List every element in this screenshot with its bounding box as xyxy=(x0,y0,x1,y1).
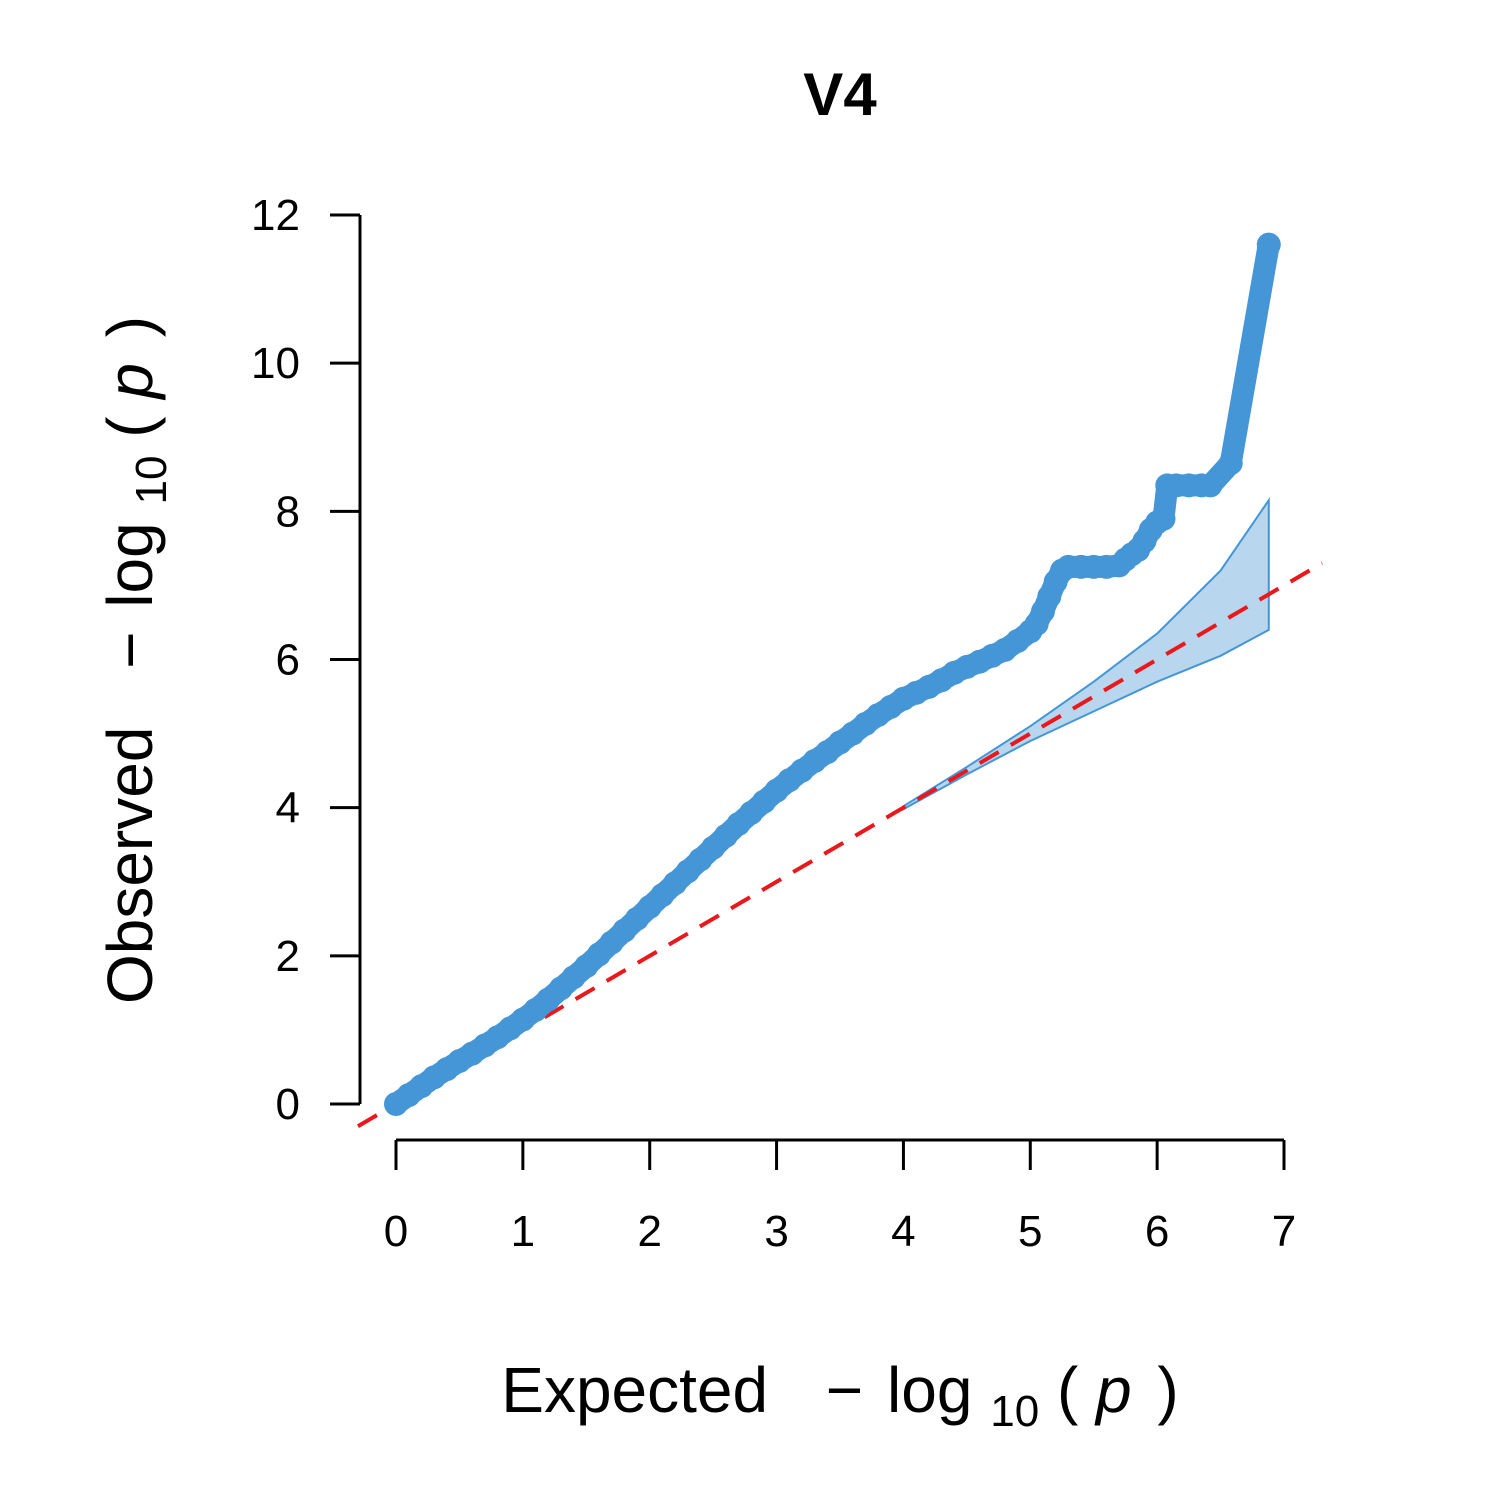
x-axis-title: Expected − log 10 ( p ) xyxy=(501,1354,1178,1440)
confidence-band xyxy=(902,496,1270,811)
data-point xyxy=(1218,451,1243,476)
x-tick-label: 7 xyxy=(1272,1207,1296,1256)
y-axis-title-close: ) xyxy=(94,316,166,337)
data-point xyxy=(1151,506,1176,531)
data-point xyxy=(1198,473,1223,498)
y-tick-label: 2 xyxy=(276,932,300,981)
x-axis-title-open: ( xyxy=(1057,1354,1078,1426)
y-tick-label: 4 xyxy=(276,784,300,833)
x-axis-title-base: 10 xyxy=(990,1387,1039,1436)
x-tick-label: 1 xyxy=(511,1207,535,1256)
chart-title: V4 xyxy=(803,61,877,128)
y-axis-title-open: ( xyxy=(94,416,166,437)
y-axis-title-log: log xyxy=(94,522,166,607)
x-tick-label: 5 xyxy=(1018,1207,1042,1256)
x-tick-label: 2 xyxy=(637,1207,661,1256)
x-axis-title-var: p xyxy=(1094,1354,1132,1426)
y-tick-label: 12 xyxy=(251,191,300,240)
x-tick-label: 4 xyxy=(891,1207,915,1256)
y-axis-title-prefix: Observed xyxy=(94,727,166,1004)
x-axis-title-minus: − xyxy=(826,1354,863,1426)
x-tick-label: 3 xyxy=(764,1207,788,1256)
y-tick-label: 8 xyxy=(276,487,300,536)
x-tick-label: 6 xyxy=(1145,1207,1169,1256)
observed-points-layer xyxy=(384,232,1281,1116)
x-tick-label: 0 xyxy=(384,1207,408,1256)
y-tick-label: 0 xyxy=(276,1080,300,1129)
x-axis: 0 1 2 3 4 5 6 7 xyxy=(384,1138,1296,1256)
y-tick-label: 6 xyxy=(276,636,300,685)
y-axis-title-var: p xyxy=(94,363,166,401)
y-axis-title-minus: − xyxy=(94,631,166,668)
y-tick-label: 10 xyxy=(251,339,300,388)
x-axis-title-log: log xyxy=(887,1354,972,1426)
x-axis-title-prefix: Expected xyxy=(501,1354,768,1426)
y-axis: 0 2 4 6 8 10 12 xyxy=(251,191,362,1129)
y-axis-title: Observed − log 10 ( p ) xyxy=(94,316,180,1004)
y-axis-title-base: 10 xyxy=(127,456,176,505)
data-point xyxy=(1256,232,1281,257)
confidence-band-layer xyxy=(902,496,1270,811)
x-axis-title-close: ) xyxy=(1157,1354,1178,1426)
